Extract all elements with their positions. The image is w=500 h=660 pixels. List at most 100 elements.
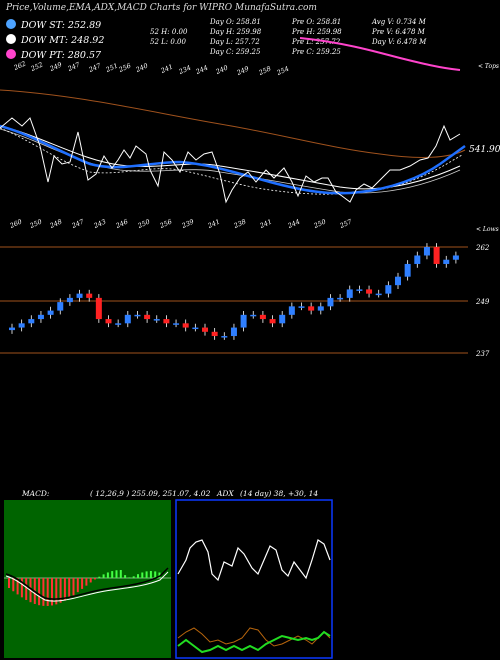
candle-body (250, 314, 257, 317)
candle-body (346, 289, 353, 298)
macd-panel (4, 500, 171, 658)
stat-day-low: Day L: 257.72 (210, 38, 260, 46)
candle-body (124, 314, 131, 324)
macd-histogram-bar (102, 574, 105, 578)
dow-pt-swatch (6, 49, 16, 59)
stat-day-open: Day O: 258.81 (210, 18, 261, 26)
stat-52-high: 52 H: 0.00 (150, 28, 188, 36)
candle-body (163, 319, 170, 324)
candle-body (134, 314, 141, 317)
candle-body (395, 276, 401, 286)
dow-mt-swatch (6, 34, 16, 44)
adx-line (177, 539, 331, 582)
macd-histogram-bar (154, 571, 157, 578)
macd-histogram-bar (59, 578, 62, 603)
macd-histogram-bar (51, 578, 53, 606)
stat-day-high: Day H: 259.98 (210, 28, 262, 36)
candle-body (95, 297, 102, 320)
stat-pre-low: Pre L: 257.72 (292, 38, 341, 46)
candle-body (28, 319, 35, 324)
candle-body (452, 255, 459, 260)
macd-histogram-bar (76, 578, 79, 593)
macd-histogram-bar (42, 578, 45, 606)
candle-body (269, 319, 276, 324)
candle-body (385, 285, 392, 294)
dow-mt-label: DOW MT: 248.92 (21, 35, 105, 46)
level-label-high: 262 (476, 244, 490, 252)
candle-body (404, 263, 411, 277)
stat-day-volume: Day V: 6.478 M (372, 38, 427, 46)
ema-mid-line-2 (0, 128, 461, 194)
candle-body (327, 297, 334, 307)
macd-signal-line (5, 571, 169, 602)
adx-values: (14 day) 38, +30, 14 (240, 489, 319, 498)
macd-histogram-bar (25, 578, 28, 600)
candle-body (240, 314, 247, 328)
candle-body (153, 319, 160, 321)
candle-body (202, 327, 208, 332)
candle-body (115, 323, 122, 325)
level-label-mid: 249 (476, 298, 490, 306)
stat-avg-volume: Avg V: 0.734 M (372, 18, 426, 26)
macd-histogram-bar (46, 578, 49, 606)
candle-body (259, 314, 266, 320)
candle-body (375, 293, 382, 296)
macd-histogram-bar (38, 578, 41, 606)
ema-blue-line (0, 124, 466, 195)
candle-body (423, 247, 430, 256)
ema-short-dashed-line (0, 127, 463, 195)
macd-values: ( 12,26,9 ) 255.09, 251.07, 4.02 (90, 489, 211, 498)
ema-mid-line-1 (0, 125, 461, 190)
candle-body (9, 327, 15, 331)
macd-histogram-bar (145, 571, 148, 578)
chart-title: Price,Volume,EMA,ADX,MACD Charts for WIP… (6, 3, 317, 13)
candle-body (414, 255, 421, 264)
candle-body (308, 306, 315, 311)
macd-histogram-bar (63, 578, 66, 601)
candle-body (433, 247, 440, 264)
candle-body (211, 331, 218, 337)
dow-st-label: DOW ST: 252.89 (21, 20, 102, 31)
price-close-line (0, 117, 461, 204)
legend-dow-st: DOW ST: 252.89 (6, 19, 101, 31)
plus-di-line (177, 627, 331, 647)
macd-histogram-bar (72, 578, 75, 596)
macd-histogram-bar (158, 572, 161, 578)
candle-body (230, 327, 237, 337)
candle-body (221, 336, 228, 338)
macd-histogram-bar (8, 578, 10, 588)
adx-label: ADX (217, 489, 234, 498)
price-label: 541.90 (469, 145, 500, 155)
macd-histogram-bar (94, 578, 96, 580)
stat-pre-close: Pre C: 259.25 (292, 48, 341, 56)
macd-histogram-bar (124, 575, 127, 578)
macd-label: MACD: (22, 489, 50, 498)
macd-histogram-bar (81, 578, 84, 589)
candle-body (105, 319, 112, 324)
macd-histogram-bar (85, 578, 88, 586)
stat-pre-volume: Pre V: 6.478 M (372, 28, 425, 36)
candle-body (37, 314, 44, 320)
candlestick-series (9, 243, 459, 340)
ema-long-line (0, 89, 466, 158)
macd-histogram-bar (111, 571, 114, 578)
legend-dow-mt: DOW MT: 248.92 (6, 34, 104, 46)
dow-st-swatch (6, 19, 16, 29)
ema-panel (0, 89, 466, 204)
macd-line (5, 567, 169, 600)
macd-histogram-bar (16, 578, 19, 595)
stat-pre-open: Pre O: 258.81 (292, 18, 342, 26)
candle-body (57, 302, 64, 311)
level-label-low: 237 (476, 350, 490, 358)
macd-histogram-bar (137, 574, 139, 578)
candle-body (47, 310, 54, 315)
tops-label: < Tops (478, 63, 500, 70)
lows-label: < Lows (476, 226, 499, 233)
macd-histogram-bar (106, 572, 109, 578)
adx-panel-bg (175, 499, 333, 659)
candle-body (279, 314, 286, 324)
candle-body (443, 259, 450, 264)
macd-histogram-bar (20, 578, 23, 598)
candle-body (173, 323, 180, 325)
